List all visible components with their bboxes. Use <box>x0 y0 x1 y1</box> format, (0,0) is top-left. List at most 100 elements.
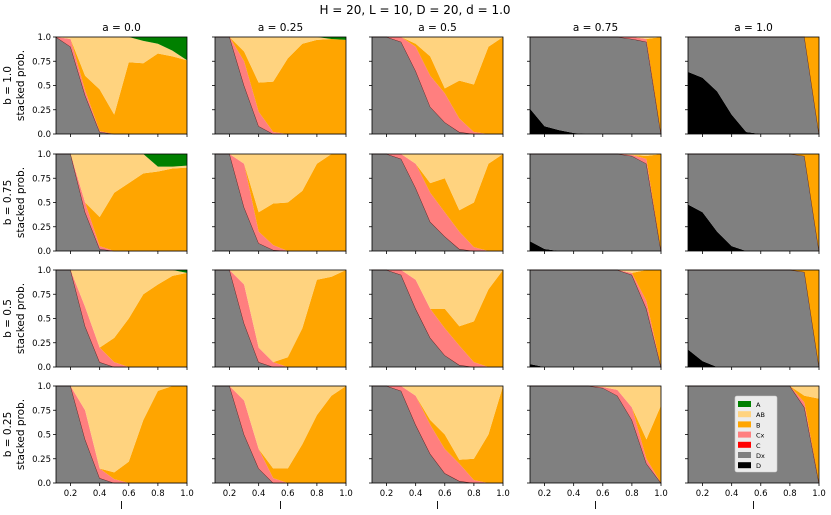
y-tick-label: 0.0 <box>37 479 51 489</box>
area-B-r1-c1 <box>215 154 346 251</box>
x-tick-label: 0.4 <box>409 489 423 499</box>
area-AB-r2-c2 <box>372 270 503 327</box>
x-tick-label: 0.8 <box>310 489 324 499</box>
column-title: a = 0.0 <box>102 22 141 34</box>
area-B-r3-c2 <box>372 386 503 483</box>
panel-r3-c2: 0.2 0.4 0.6 0.8 1.0 <box>369 385 510 499</box>
area-Dx-r2-c3 <box>530 270 661 367</box>
panel-r3-c0: 0.0 0.25 0.5 0.75 1.0 0.2 0.4 0.6 0.8 1.0 <box>32 382 194 499</box>
area-Dx-r1-c0 <box>56 154 187 251</box>
x-tick-label: 0.6 <box>596 489 610 499</box>
area-AB-r3-c0 <box>56 386 187 473</box>
panel-r0-c2 <box>369 36 504 137</box>
panel-r0-c3 <box>527 36 662 137</box>
panel-r1-c2 <box>369 153 504 254</box>
area-A-r1-c0 <box>56 154 187 167</box>
area-Dx-r2-c0 <box>56 270 187 367</box>
x-tick-label: 0.4 <box>93 489 107 499</box>
x-axis-label: l <box>752 500 755 512</box>
x-tick-label: 0.8 <box>625 489 639 499</box>
legend-swatch-C <box>738 441 751 448</box>
panel-r2-c1 <box>212 269 347 370</box>
area-Dx-r1-c2 <box>372 154 503 251</box>
x-tick-label: 0.2 <box>696 489 710 499</box>
panel-r2-c2 <box>369 269 504 370</box>
x-tick-label: 0.6 <box>122 489 136 499</box>
x-tick-label: 1.0 <box>180 489 194 499</box>
area-AB-r3-c4 <box>688 386 819 399</box>
y-tick-label: 0.0 <box>37 247 51 257</box>
legend-swatch-Cx <box>738 431 751 438</box>
panel-r0-c4 <box>685 36 820 137</box>
x-axis-label: l <box>436 500 439 512</box>
row-title: b = 0.75 <box>2 180 14 226</box>
y-tick-label: 0.25 <box>32 223 51 233</box>
area-Dx-r1-c4 <box>688 154 819 251</box>
area-B-r3-c1 <box>215 386 346 483</box>
panel-r2-c3 <box>527 269 662 370</box>
panel-r0-c1 <box>212 36 347 137</box>
y-tick-label: 0.75 <box>32 57 51 67</box>
x-tick-label: 0.2 <box>538 489 552 499</box>
legend: A AB B Cx C Dx D <box>734 395 778 473</box>
area-B-r1-c3 <box>530 154 661 251</box>
area-AB-r2-c1 <box>215 270 346 363</box>
panel-r0-c0: 0.0 0.25 0.5 0.75 1.0 <box>32 33 188 140</box>
area-Dx-r3-c2 <box>372 386 503 483</box>
y-tick-label: 0.0 <box>37 130 51 140</box>
area-Dx-r0-c0 <box>56 37 187 134</box>
x-axis-label: l <box>279 500 282 512</box>
legend-label-AB: AB <box>756 411 765 419</box>
x-tick-label: 1.0 <box>496 489 510 499</box>
panel-r3-c1: 0.2 0.4 0.6 0.8 1.0 <box>212 385 353 499</box>
area-Dx-r3-c0 <box>56 386 187 483</box>
area-Dx-r1-c3 <box>530 154 661 251</box>
y-axis-label: stacked prob. <box>15 399 27 470</box>
panel-r2-c0: 0.0 0.25 0.5 0.75 1.0 <box>32 266 188 373</box>
x-tick-label: 0.4 <box>567 489 581 499</box>
y-axis-label: stacked prob. <box>15 167 27 238</box>
area-B-r2-c3 <box>530 270 661 367</box>
area-B-r2-c2 <box>372 270 503 367</box>
panel-r1-c4 <box>685 153 820 254</box>
area-AB-r3-c2 <box>372 386 503 460</box>
x-axis-label: l <box>120 500 123 512</box>
area-D-r0-c3 <box>530 108 661 134</box>
area-B-r0-c0 <box>56 37 187 134</box>
row-title: b = 0.25 <box>2 412 14 458</box>
x-axis-label: l <box>594 500 597 512</box>
area-B-r2-c0 <box>56 270 187 367</box>
y-tick-label: 0.75 <box>32 290 51 300</box>
area-Dx-r3-c3 <box>530 386 661 483</box>
legend-label-B: B <box>756 421 760 429</box>
area-D-r1-c4 <box>688 204 819 251</box>
y-tick-label: 0.25 <box>32 339 51 349</box>
area-Dx-r0-c1 <box>215 37 346 134</box>
y-tick-label: 0.5 <box>37 199 51 209</box>
row-title: b = 1.0 <box>2 66 14 105</box>
area-AB-r1-c3 <box>530 154 661 156</box>
area-B-r0-c4 <box>688 37 819 134</box>
x-tick-label: 0.6 <box>438 489 452 499</box>
area-Dx-r2-c2 <box>372 270 503 367</box>
legend-label-C: C <box>756 442 761 450</box>
x-tick-label: 0.4 <box>725 489 739 499</box>
y-tick-label: 1.0 <box>37 266 51 276</box>
y-tick-label: 1.0 <box>37 382 51 392</box>
area-D-r0-c4 <box>688 71 819 134</box>
x-tick-label: 0.2 <box>223 489 237 499</box>
x-tick-label: 0.8 <box>783 489 797 499</box>
area-AB-r2-c0 <box>56 270 187 348</box>
legend-label-Dx: Dx <box>756 452 765 460</box>
area-AB-r3-c3 <box>530 386 661 440</box>
panel-r1-c1 <box>212 153 347 254</box>
y-tick-label: 0.25 <box>32 455 51 465</box>
area-Dx-r2-c1 <box>215 270 346 367</box>
x-tick-label: 0.8 <box>151 489 165 499</box>
legend-label-Cx: Cx <box>756 432 765 440</box>
area-D-r2-c4 <box>688 349 819 367</box>
x-tick-label: 1.0 <box>812 489 826 499</box>
column-title: a = 0.75 <box>573 22 618 34</box>
panel-r3-c3: 0.2 0.4 0.6 0.8 1.0 <box>527 385 668 499</box>
area-B-r2-c1 <box>215 270 346 367</box>
